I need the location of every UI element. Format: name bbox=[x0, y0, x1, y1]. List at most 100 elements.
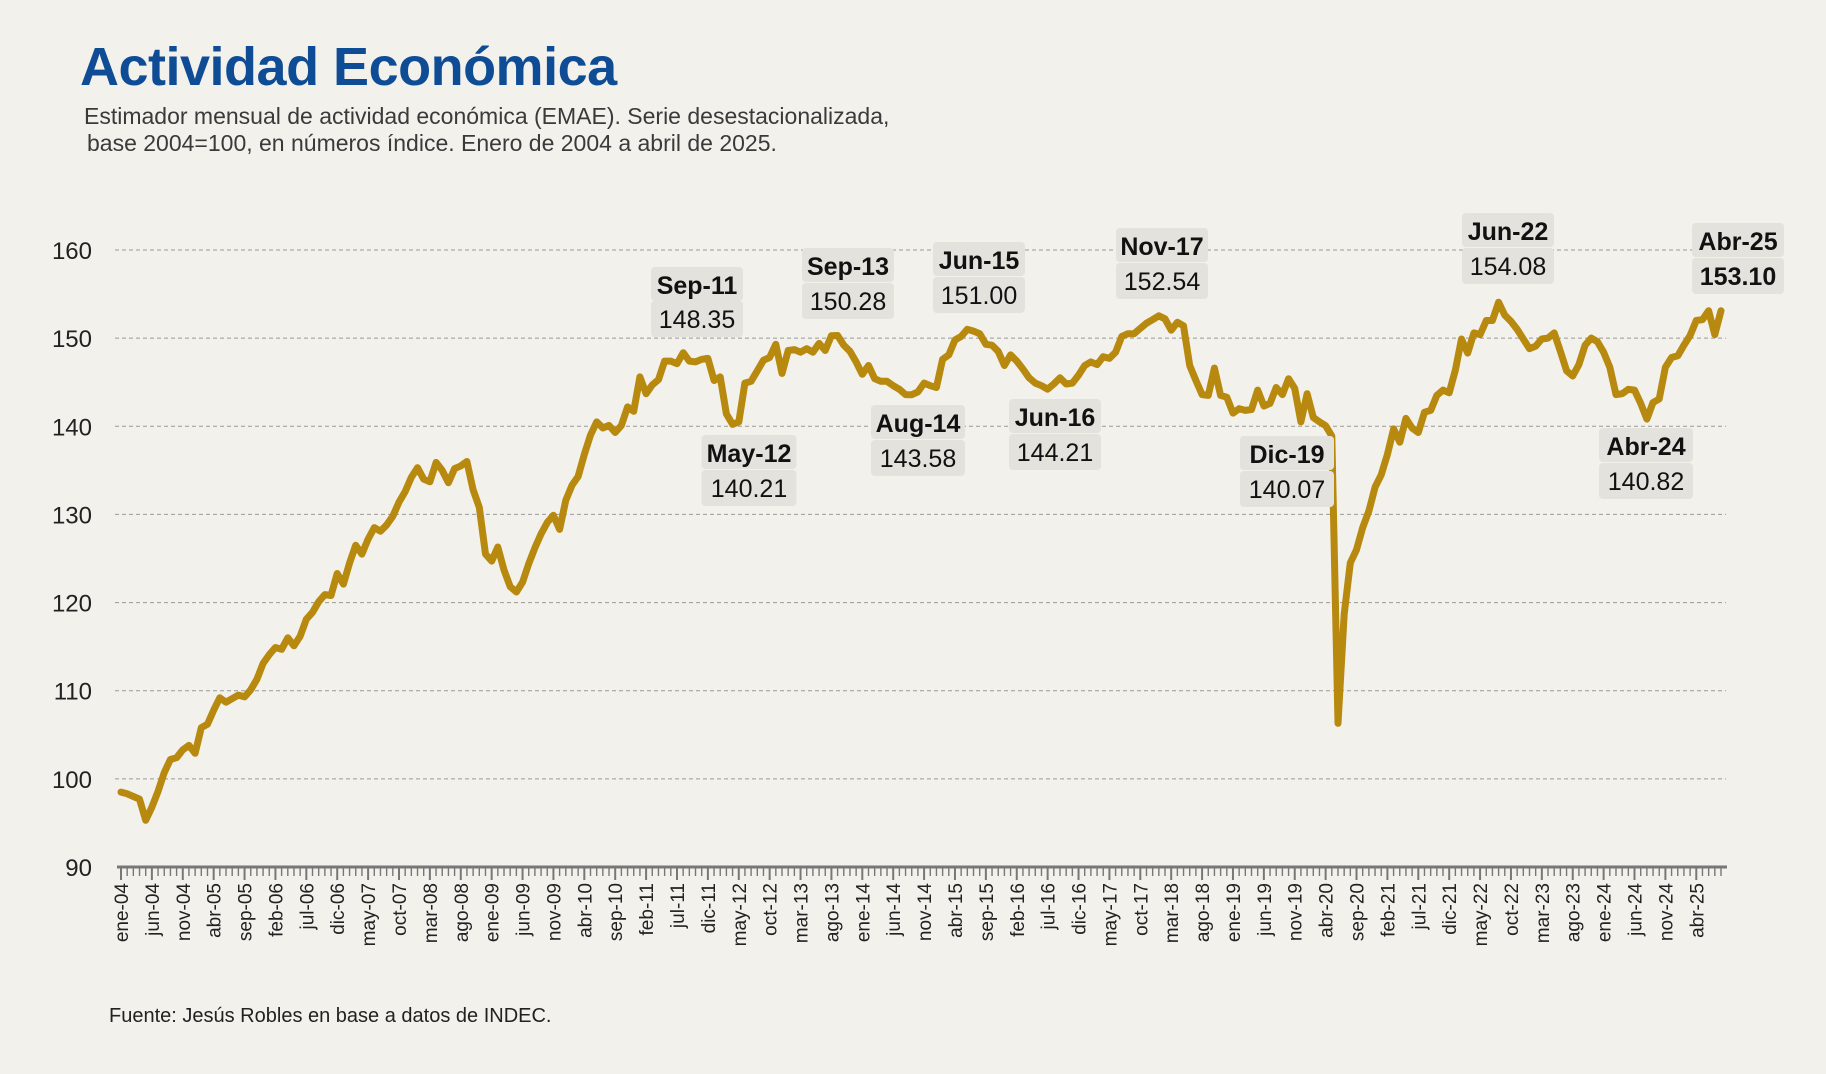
x-tick-label: nov-24 bbox=[1656, 883, 1677, 942]
annotation-box bbox=[1240, 471, 1334, 507]
x-tick-label: dic-11 bbox=[699, 883, 720, 933]
annotation-box bbox=[871, 440, 965, 476]
annotation-month: Sep-13 bbox=[807, 253, 889, 281]
annotation-abr-24: Abr-24 140.82 bbox=[1599, 428, 1693, 499]
annotation-box bbox=[701, 435, 797, 469]
x-tick-label: sep-10 bbox=[606, 883, 627, 941]
annotation-box bbox=[651, 301, 743, 337]
annotation-box bbox=[871, 405, 965, 439]
annotation-box bbox=[1599, 463, 1693, 499]
x-tick-label: mar-23 bbox=[1533, 883, 1554, 943]
y-tick-label: 120 bbox=[52, 591, 92, 618]
annotation-month: Nov-17 bbox=[1120, 233, 1203, 261]
annotation-value: 152.54 bbox=[1124, 268, 1201, 296]
x-tick-label: dic-21 bbox=[1440, 883, 1461, 935]
annotation-value: 150.28 bbox=[810, 288, 886, 316]
x-tick-label: nov-04 bbox=[174, 883, 195, 942]
x-tick-label: jul-16 bbox=[1039, 883, 1060, 930]
x-tick-label: jul-06 bbox=[297, 883, 318, 930]
y-axis: 90 100 110 120 130 140 150 160 bbox=[52, 238, 92, 882]
annotation-value: 153.10 bbox=[1700, 263, 1776, 291]
annotation-month: Abr-25 bbox=[1698, 228, 1777, 256]
annotation-may-12: May-12 140.21 bbox=[701, 435, 797, 506]
y-tick-label: 110 bbox=[54, 679, 92, 706]
annotation-box bbox=[1009, 399, 1101, 433]
annotation-box bbox=[701, 470, 797, 506]
x-tick-label: dic-16 bbox=[1070, 883, 1091, 935]
annotation-sep-11: Sep-11 148.35 bbox=[651, 267, 743, 337]
annotation-box bbox=[1009, 434, 1101, 470]
x-tick-label: feb-21 bbox=[1378, 883, 1399, 937]
x-tick-label: nov-14 bbox=[915, 883, 936, 942]
chart-title: Actividad Económica bbox=[80, 37, 617, 97]
x-axis: ene-04 jun-04 nov-04 abr-05 sep-05 feb-06 jul-… bbox=[112, 865, 1727, 946]
x-tick-label: may-07 bbox=[359, 883, 380, 946]
x-tick-label: jul-21 bbox=[1409, 883, 1430, 930]
x-tick-label: nov-09 bbox=[544, 883, 565, 941]
x-tick-label: mar-13 bbox=[792, 883, 813, 943]
annotation-jun-16: Jun-16 144.21 bbox=[1009, 399, 1101, 470]
y-tick-label: 150 bbox=[52, 326, 92, 353]
annotation-value: 140.21 bbox=[711, 475, 787, 503]
x-tick-label: sep-05 bbox=[236, 883, 257, 941]
series-line bbox=[117, 298, 1725, 824]
x-tick-label: feb-16 bbox=[1008, 883, 1029, 937]
annotation-month: Jun-16 bbox=[1015, 404, 1096, 432]
annotation-abr-25: Abr-25 153.10 bbox=[1692, 223, 1784, 294]
annotation-month: Dic-19 bbox=[1249, 441, 1324, 469]
y-tick-label: 140 bbox=[52, 414, 92, 441]
annotation-sep-13: Sep-13 150.28 bbox=[802, 248, 894, 319]
annotation-value: 140.82 bbox=[1608, 468, 1684, 496]
annotation-month: Jun-22 bbox=[1468, 218, 1549, 246]
x-tick-label: abr-10 bbox=[575, 883, 596, 938]
x-tick-label: may-17 bbox=[1100, 883, 1121, 946]
x-tick-label: abr-15 bbox=[946, 883, 967, 938]
y-tick-label: 90 bbox=[65, 855, 92, 882]
annotations: Sep-11 148.35 May-12 140.21 Sep-13 150.28 Aug-… bbox=[651, 213, 1784, 507]
annotation-value: 151.00 bbox=[941, 282, 1017, 310]
annotation-value: 148.35 bbox=[659, 306, 735, 334]
x-tick-label: mar-18 bbox=[1162, 883, 1183, 943]
annotation-box bbox=[802, 283, 894, 319]
x-tick-label: ene-19 bbox=[1224, 883, 1245, 942]
x-tick-label: feb-06 bbox=[266, 883, 287, 937]
x-tick-label: jun-24 bbox=[1626, 883, 1647, 937]
source-note: Fuente: Jesús Robles en base a datos de … bbox=[109, 1005, 552, 1027]
annotation-nov-17: Nov-17 152.54 bbox=[1116, 228, 1208, 299]
x-tick-label: ago-13 bbox=[822, 883, 843, 942]
annotation-month: Abr-24 bbox=[1606, 433, 1685, 461]
annotation-month: Jun-15 bbox=[939, 247, 1020, 275]
x-tick-label: mar-08 bbox=[421, 883, 442, 943]
x-tick-label: abr-05 bbox=[205, 883, 226, 938]
y-tick-label: 160 bbox=[52, 238, 92, 265]
x-tick-label: sep-20 bbox=[1348, 883, 1369, 941]
x-tick-label: sep-15 bbox=[977, 883, 998, 941]
annotation-value: 154.08 bbox=[1470, 253, 1546, 281]
x-tick-label: may-22 bbox=[1471, 883, 1492, 946]
annotation-aug-14: Aug-14 143.58 bbox=[871, 405, 965, 476]
y-tick-label: 100 bbox=[52, 767, 92, 794]
x-tick-label: oct-17 bbox=[1131, 883, 1152, 936]
annotation-dic-19: Dic-19 140.07 bbox=[1240, 436, 1334, 507]
y-tick-label: 130 bbox=[52, 502, 92, 529]
x-tick-label: jun-14 bbox=[884, 883, 905, 937]
x-tick-label: ene-09 bbox=[483, 883, 504, 942]
x-tick-label: abr-25 bbox=[1687, 883, 1708, 938]
annotation-box bbox=[651, 267, 743, 301]
annotation-box bbox=[1116, 263, 1208, 299]
x-tick-label: ago-23 bbox=[1564, 883, 1585, 942]
annotation-box bbox=[1692, 258, 1784, 294]
x-tick-label: jun-19 bbox=[1255, 883, 1276, 937]
chart-subtitle-line-1: Estimador mensual de actividad económica… bbox=[84, 103, 890, 129]
annotation-box bbox=[1599, 428, 1693, 462]
x-tick-label: oct-07 bbox=[390, 883, 411, 936]
annotation-box bbox=[1116, 228, 1208, 262]
x-tick-label: jun-09 bbox=[514, 883, 535, 937]
x-tick-label: ene-14 bbox=[853, 883, 874, 943]
annotation-box bbox=[1692, 223, 1784, 257]
annotation-month: Sep-11 bbox=[657, 272, 738, 300]
x-tick-label: ene-24 bbox=[1595, 883, 1616, 943]
x-tick-label: oct-12 bbox=[761, 883, 782, 936]
annotation-box bbox=[1462, 213, 1554, 247]
x-tick-label: abr-20 bbox=[1317, 883, 1338, 938]
